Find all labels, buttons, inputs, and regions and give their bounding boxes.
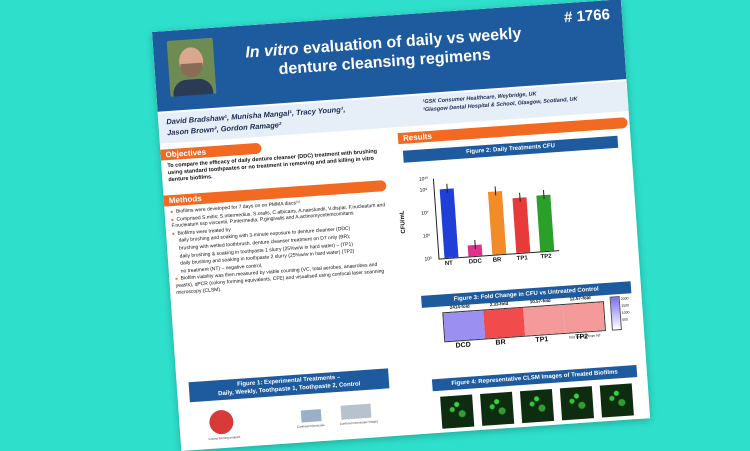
author-photo: [166, 37, 217, 97]
bar-tp2: [536, 194, 555, 252]
clsm-image-ddc: [480, 391, 515, 426]
figure-2-chart: CFU/mL 10³ 10⁵ 10⁷ 10⁹ 10¹⁰ NT DDC BR TP1 TP2: [399, 158, 619, 282]
figure-1-title: Figure 1: Experimental Treatments – Dail…: [188, 368, 390, 403]
clsm-image-br: [519, 388, 555, 424]
poster-number: # 1766: [563, 6, 611, 27]
heatmap-x-label: BR: [495, 339, 506, 347]
y-tick-label: 10⁵: [422, 233, 431, 240]
bar-br: [488, 191, 507, 255]
clsm-image-label: NT: [448, 431, 459, 440]
heatmap-cell-br: [483, 307, 526, 339]
error-bar: [519, 193, 521, 203]
bar-tp1: [512, 197, 531, 254]
figure-1-label: Confocal microscope images: [339, 419, 379, 426]
poster: In vitro evaluation of daily vs weekly d…: [152, 0, 651, 451]
y-tick-label: 10⁷: [421, 210, 429, 217]
heatmap-cell-tp1: [523, 304, 565, 336]
plot-area: [432, 170, 560, 260]
heatmap-value-label: 2.33-fold: [489, 300, 509, 308]
y-tick-label: 10⁹: [419, 187, 428, 195]
heatmap-value-label: 10.57-fold: [529, 297, 551, 305]
x-tick-label: BR: [492, 257, 502, 264]
clsm-image-tp2: [599, 383, 634, 418]
clsm-image-label: TP1: [568, 423, 582, 431]
error-bar: [474, 239, 476, 249]
legend-tick-label: 1000: [621, 310, 630, 315]
clsm-image-nt: [440, 394, 475, 429]
x-tick-label: NT: [444, 260, 454, 268]
error-bar: [446, 184, 448, 194]
figure-1: Figure 1: Experimental Treatments – Dail…: [188, 368, 393, 442]
clsm-image-label: TP2: [608, 420, 622, 429]
heatmap-value-label: 12.57-fold: [569, 295, 591, 302]
error-bar: [494, 186, 497, 196]
heatmap-cell-tp2: [563, 302, 605, 333]
heatmap-legend: [609, 296, 622, 331]
x-tick-label: TP2: [540, 253, 552, 261]
y-axis-label: CFU/mL: [399, 210, 408, 234]
x-tick-label: TP1: [516, 255, 528, 263]
legend-tick-label: 2000: [620, 296, 629, 301]
clsm-image-label: DDC: [488, 428, 505, 437]
poster-title: In vitro evaluation of daily vs weekly d…: [244, 25, 522, 79]
petri-dish-icon: [208, 409, 235, 435]
figure-1-label: Colony forming analysis: [208, 434, 241, 442]
figure-1-label: Confocal microscope: [296, 422, 325, 429]
heatmap-x-label: TP1: [535, 336, 549, 344]
images-icon: [340, 403, 372, 420]
y-tick-label: 10¹⁰: [418, 176, 429, 183]
bar-nt: [439, 188, 459, 259]
clsm-image-label: BR: [528, 425, 540, 434]
legend-tick-label: 500: [622, 317, 629, 322]
clsm-image-tp1: [559, 386, 595, 421]
heatmap-x-label: DCD: [455, 341, 472, 350]
legend-tick-label: 1500: [621, 303, 630, 308]
microscope-icon: [300, 409, 322, 423]
heatmap-cell-dcd: [443, 310, 486, 342]
x-tick-label: DDC: [468, 258, 483, 266]
heatmap-x-label: TP2: [575, 333, 589, 342]
error-bar: [542, 190, 545, 200]
heatmap-value-label: 2414-fold: [449, 303, 470, 310]
methods-list: Biofilms were developed for 7 days on on…: [170, 194, 394, 297]
y-tick-label: 10³: [424, 256, 432, 263]
